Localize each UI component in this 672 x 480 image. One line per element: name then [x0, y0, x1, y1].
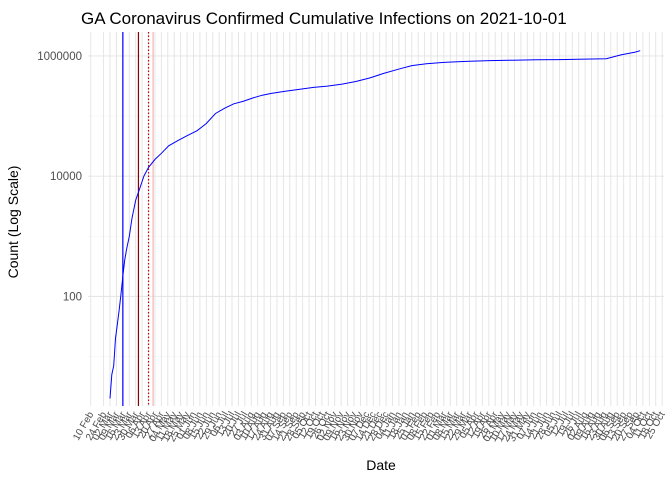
series-layer — [109, 50, 641, 399]
y-tick-label: 10000 — [50, 171, 82, 183]
grid-lines — [88, 32, 664, 406]
x-axis-title: Date — [366, 457, 396, 473]
y-tick-label: 100 — [63, 291, 82, 303]
y-tick-label: 1000000 — [37, 51, 82, 63]
series-line — [109, 50, 641, 399]
y-tick-labels: 100 10000 1000000 — [37, 51, 82, 303]
y-axis-title: Count (Log Scale) — [5, 166, 21, 279]
chart-title: GA Coronavirus Confirmed Cumulative Infe… — [81, 9, 567, 28]
reference-lines — [122, 32, 154, 406]
